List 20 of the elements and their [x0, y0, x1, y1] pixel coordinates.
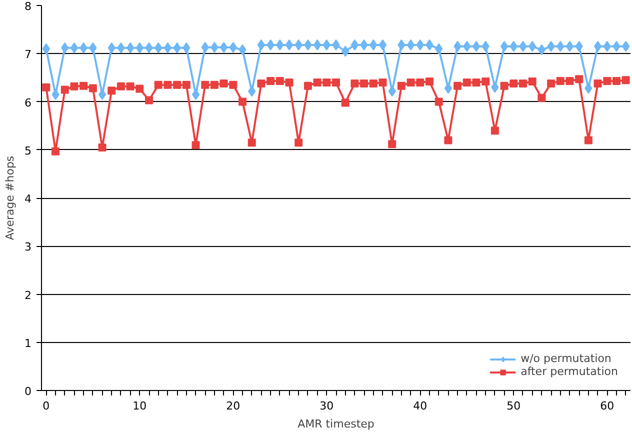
- y-tick-label: 7: [24, 48, 32, 62]
- x-tick-label: 10: [132, 400, 147, 412]
- x-tick-label: 40: [413, 400, 428, 412]
- y-tick-label: 8: [24, 0, 32, 13]
- y-tick-label: 6: [24, 96, 32, 110]
- y-tick-label: 5: [24, 144, 32, 158]
- y-tick-label: 0: [24, 385, 32, 398]
- x-tick-label: 0: [42, 400, 50, 412]
- x-tick-label: 60: [600, 400, 614, 412]
- x-tick-label: 30: [320, 400, 334, 412]
- y-tick-label: 4: [24, 192, 32, 206]
- x-tick-label: 50: [506, 400, 521, 412]
- y-tick-label: 1: [24, 336, 32, 350]
- legend-label: after permutation: [520, 365, 618, 378]
- y-tick-label: 3: [24, 240, 32, 254]
- x-axis-title: AMR timestep: [298, 418, 374, 430]
- y-tick-label: 2: [24, 288, 32, 302]
- legend-label: w/o permutation: [520, 352, 612, 365]
- x-tick-label: 20: [226, 400, 240, 412]
- y-axis-title: Average #hops: [4, 156, 16, 240]
